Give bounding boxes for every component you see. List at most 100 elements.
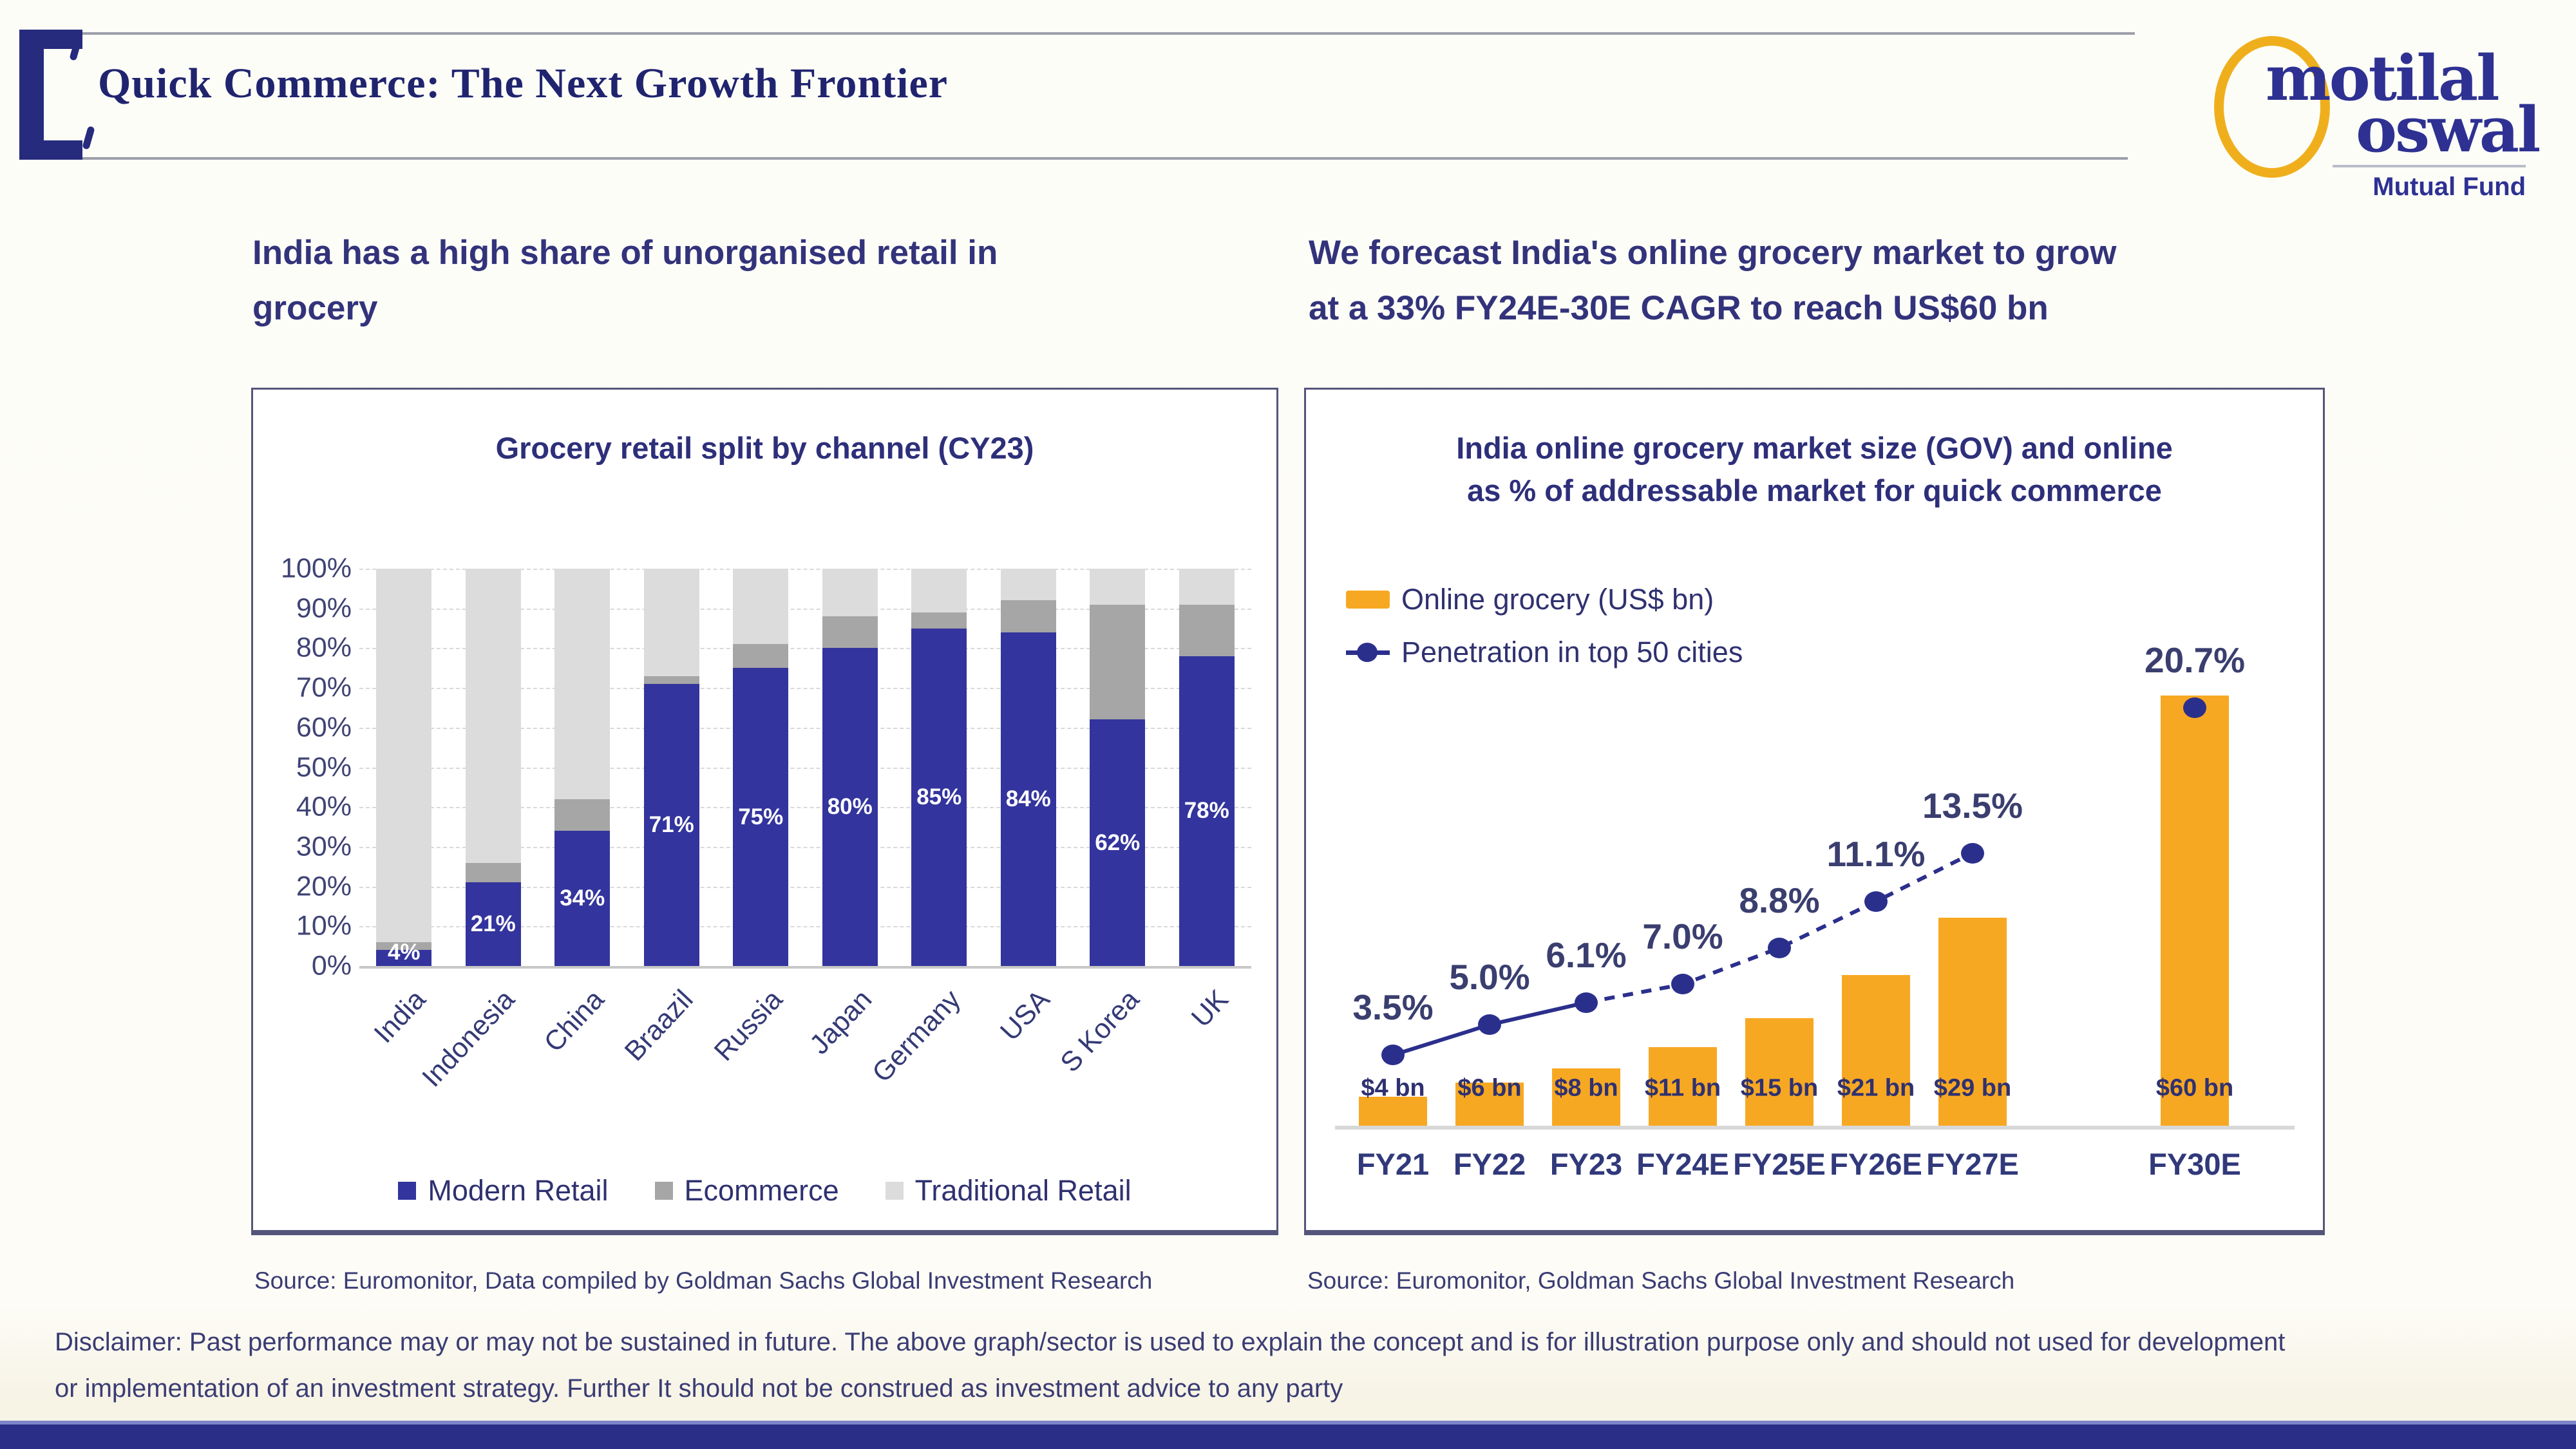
disclaimer-line2: or implementation of an investment strat…	[55, 1374, 1343, 1403]
bar-value-label: 78%	[1184, 798, 1229, 824]
bar-value-label: 34%	[560, 886, 605, 911]
bar-segment-ecommerce	[643, 676, 699, 684]
bar-segment-traditional-retail	[1179, 569, 1235, 605]
penetration-data-point	[1478, 1014, 1501, 1036]
logo-word-motilal: motilal	[2266, 42, 2500, 115]
bar-segment-ecommerce	[376, 942, 432, 951]
online-grocery-swatch	[1346, 591, 1390, 609]
bar-segment-traditional-retail	[733, 569, 789, 645]
online-grocery-bar	[1842, 975, 1910, 1126]
bar-segment-ecommerce	[1000, 600, 1056, 632]
bar-segment-traditional-retail	[465, 569, 521, 863]
x-axis-category-label: FY23	[1549, 1147, 1623, 1181]
legend-item-ecommerce: Ecommerce	[654, 1174, 839, 1208]
online-grocery-bar	[1649, 1046, 1717, 1126]
right-chart-source: Source: Euromonitor, Goldman Sachs Globa…	[1307, 1267, 2015, 1294]
penetration-value-label: 20.7%	[2145, 639, 2245, 680]
logo-divider	[2333, 165, 2526, 167]
disclaimer-text: Disclaimer: Past performance may or may …	[55, 1319, 2560, 1412]
right-chart-title-line1: India online grocery market size (GOV) a…	[1456, 431, 2173, 465]
penetration-value-label: 13.5%	[1922, 785, 2023, 826]
x-axis-category-label: FY26E	[1830, 1147, 1922, 1181]
y-axis-tick-label: 20%	[296, 871, 352, 902]
penetration-data-point	[1671, 974, 1694, 995]
bar-segment-modern-retail	[376, 950, 432, 966]
bar-value-label: $4 bn	[1361, 1074, 1425, 1102]
bracket-tick-bottom	[82, 126, 95, 150]
y-axis-tick-label: 60%	[296, 712, 352, 743]
left-chart-title-text: Grocery retail split by channel (CY23)	[495, 431, 1034, 465]
bar-segment-modern-retail	[733, 668, 789, 966]
right-chart-legend: Online grocery (US$ bn) Penetration in t…	[1346, 583, 1743, 669]
legend-label: Ecommerce	[684, 1174, 839, 1207]
x-axis-category-label: China	[538, 984, 611, 1058]
bar-value-label: $6 bn	[1457, 1074, 1522, 1102]
bar-value-label: 80%	[827, 794, 873, 820]
x-axis-category-label: Indonesia	[416, 984, 521, 1094]
header-rule-top	[61, 32, 2135, 35]
x-axis-category-label: Germany	[866, 984, 967, 1089]
bar-segment-traditional-retail	[554, 569, 611, 799]
penetration-data-point	[1961, 842, 1984, 864]
ecommerce-swatch	[654, 1182, 673, 1200]
left-chart-title: Grocery retail split by channel (CY23)	[253, 427, 1276, 469]
grid-line	[359, 688, 1251, 690]
title-bracket-decoration	[19, 30, 82, 160]
marker-dot	[1357, 643, 1378, 662]
x-axis-category-label: FY30E	[2148, 1147, 2241, 1181]
penetration-data-point	[1381, 1045, 1405, 1066]
motilal-oswal-logo: motilal oswal Mutual Fund	[2190, 17, 2557, 201]
header-rule-bottom	[82, 157, 2128, 160]
bar-value-label: $8 bn	[1554, 1074, 1618, 1102]
bar-segment-traditional-retail	[911, 569, 967, 612]
bar-value-label: $60 bn	[2155, 1074, 2234, 1102]
grid-line	[359, 648, 1251, 650]
legend-item-modern-retail: Modern Retail	[398, 1174, 609, 1208]
y-axis-tick-label: 90%	[296, 592, 352, 624]
x-axis-category-label: FY27E	[1926, 1147, 2019, 1181]
x-axis-category-label: FY21	[1356, 1147, 1430, 1181]
footer-bar	[0, 1421, 2576, 1449]
x-axis-category-label: FY24E	[1636, 1147, 1729, 1181]
legend-label: Penetration in top 50 cities	[1401, 636, 1743, 668]
grid-line	[359, 767, 1251, 769]
x-axis-line	[359, 966, 1251, 969]
penetration-value-label: 5.0%	[1449, 957, 1530, 998]
bar-segment-modern-retail	[465, 882, 521, 966]
grid-line	[359, 846, 1251, 848]
bar-value-label: 21%	[470, 911, 516, 937]
modern-retail-swatch	[398, 1182, 417, 1200]
page-title: Quick Commerce: The Next Growth Frontier	[98, 60, 949, 107]
logo-tagline: Mutual Fund	[2372, 173, 2526, 201]
bar-segment-traditional-retail	[376, 569, 432, 942]
grid-line	[359, 926, 1251, 928]
bar-value-label: 71%	[649, 811, 694, 837]
logo-word-oswal: oswal	[2356, 93, 2541, 166]
grid-line	[359, 569, 1251, 570]
bar-segment-traditional-retail	[822, 569, 878, 617]
bar-value-label: $29 bn	[1933, 1074, 2012, 1102]
bar-segment-modern-retail	[1179, 656, 1235, 966]
traditional-retail-swatch	[885, 1182, 904, 1200]
penetration-value-label: 3.5%	[1352, 987, 1434, 1028]
bar-value-label: 75%	[738, 804, 784, 829]
grid-line	[359, 727, 1251, 729]
legend-item-traditional-retail: Traditional Retail	[885, 1174, 1132, 1208]
bar-value-label: $11 bn	[1644, 1074, 1721, 1102]
online-grocery-bar	[2161, 696, 2229, 1126]
right-chart-card: India online grocery market size (GOV) a…	[1304, 388, 2325, 1235]
bar-segment-ecommerce	[911, 612, 967, 629]
left-heading-line2: grocery	[252, 289, 378, 327]
y-axis-tick-label: 10%	[296, 910, 352, 942]
left-chart-card: Grocery retail split by channel (CY23) 0…	[251, 388, 1278, 1235]
online-grocery-bar	[1552, 1068, 1620, 1126]
grid-line	[359, 608, 1251, 610]
penetration-value-label: 8.8%	[1739, 880, 1820, 920]
bar-segment-modern-retail	[911, 628, 967, 966]
x-axis-category-label: FY22	[1453, 1147, 1526, 1181]
online-grocery-bar	[1938, 918, 2007, 1126]
right-chart-title-line2: as % of addressable market for quick com…	[1467, 473, 2162, 507]
bar-segment-modern-retail	[1090, 719, 1146, 966]
penetration-data-point	[1864, 891, 1888, 912]
